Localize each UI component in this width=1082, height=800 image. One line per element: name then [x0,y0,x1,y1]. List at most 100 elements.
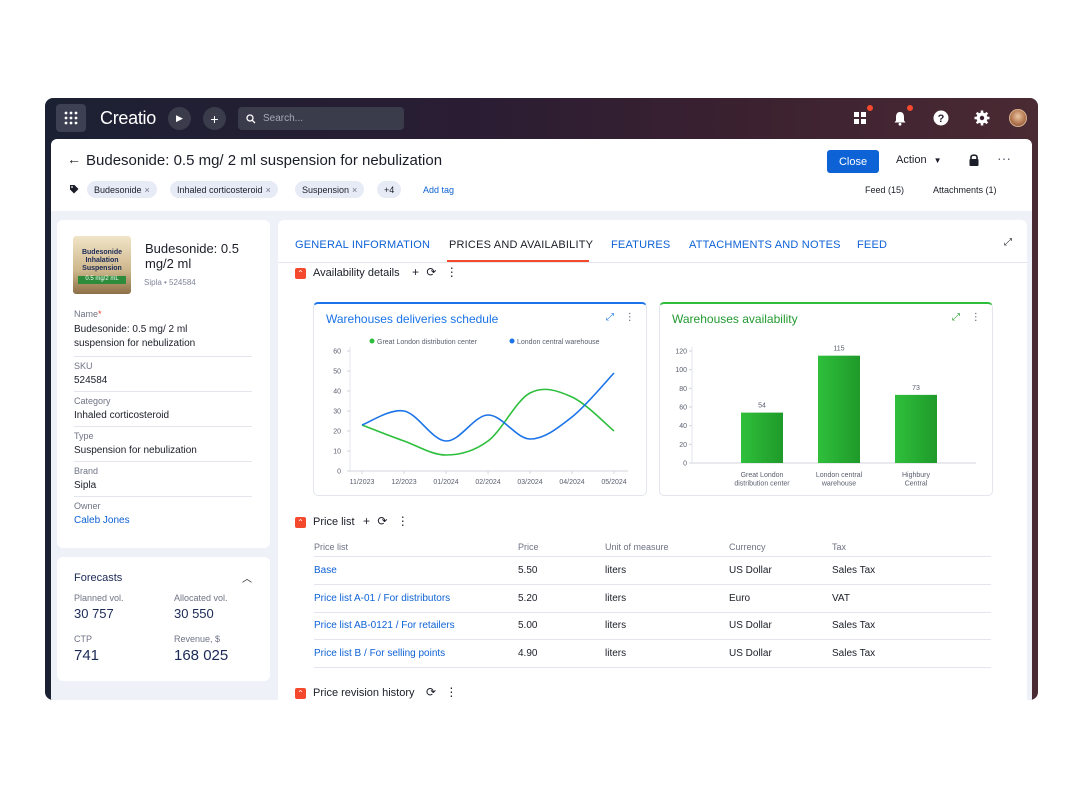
x-tick-label: London central [816,472,863,479]
more-vertical-icon[interactable]: ⋮ [396,514,409,528]
y-tick-label: 50 [333,369,341,376]
remove-tag-icon[interactable]: × [265,184,271,195]
app-menu-button[interactable] [56,104,86,132]
more-vertical-icon[interactable]: ⋮ [445,265,458,279]
run-process-button[interactable]: ▶ [168,107,191,130]
more-tags-chip[interactable]: +4 [377,181,402,198]
tag-label: Inhaled corticosteroid [177,184,263,195]
lock-icon[interactable] [968,153,980,167]
price-list-link[interactable]: Price list A-01 / For distributors [314,592,451,604]
user-avatar[interactable] [1009,109,1027,127]
more-options-button[interactable]: ··· [997,150,1011,166]
price-list-link[interactable]: Base [314,565,337,576]
collapse-icon[interactable]: ⌃ [295,688,306,699]
add-icon[interactable]: + [363,514,371,528]
y-tick-label: 80 [679,386,687,393]
product-card: Budesonide Inhalation Suspension 0.5 mg/… [57,220,270,548]
more-vertical-icon[interactable]: ⋮ [445,685,458,699]
allocated-value: 30 550 [174,606,214,621]
refresh-icon[interactable]: ⟳ [377,514,388,528]
tab-feed[interactable]: FEED [857,239,888,251]
field-value-name[interactable]: Budesonide: 0.5 mg/ 2 ml suspension for … [74,324,196,349]
column-header[interactable]: Currency [729,542,766,552]
field-value-category[interactable]: Inhaled corticosteroid [74,410,170,421]
expand-icon[interactable]: ⤢ [1004,237,1012,248]
action-label: Action [896,154,927,166]
tag-chip[interactable]: Suspension × [295,181,365,198]
add-icon[interactable]: + [412,265,420,279]
field-label-brand: Brand [74,466,99,476]
remove-tag-icon[interactable]: × [352,184,358,195]
apps-button[interactable] [851,109,869,127]
collapse-icon[interactable]: ⌃ [295,268,306,279]
field-value-type[interactable]: Suspension for nebulization [74,445,197,456]
remove-tag-icon[interactable]: × [144,184,150,195]
tag-chip[interactable]: Inhaled corticosteroid × [170,181,278,198]
play-icon: ▶ [176,113,183,123]
field-label-type: Type [74,431,94,441]
series-line [361,388,615,456]
x-tick-label: 03/2024 [517,479,542,486]
more-vertical-icon[interactable]: ⋮ [624,312,635,323]
chevron-up-icon[interactable]: ︿ [242,574,252,585]
tab-prices-and-availability[interactable]: PRICES AND AVAILABILITY [449,239,594,251]
app-logo: Creatio [100,108,156,128]
table-row-divider [314,639,991,641]
expand-icon[interactable]: ⤢ [606,312,614,323]
column-header[interactable]: Price [518,542,539,552]
close-button[interactable]: Close [827,150,879,173]
y-tick-label: 20 [333,429,341,436]
field-value-sku[interactable]: 524584 [74,375,108,386]
y-tick-label: 40 [333,389,341,396]
back-button[interactable]: ← [67,151,81,167]
page-body: Budesonide Inhalation Suspension 0.5 mg/… [51,211,1032,700]
tag-icon [70,185,79,194]
bar-value-label: 115 [833,346,844,353]
search-input[interactable]: Search... [238,107,404,130]
column-header[interactable]: Tax [832,542,847,552]
tag-label: Suspension [302,184,350,195]
app-window: Creatio ▶ + Search... [45,98,1038,700]
attachments-link[interactable]: Attachments (1) [933,185,997,195]
tab-attachments-and-notes[interactable]: ATTACHMENTS AND NOTES [689,239,841,251]
tab-features[interactable]: FEATURES [611,239,671,251]
chart-title: Warehouses availability [672,312,798,326]
x-tick-label: Highbury [902,472,931,479]
price-list-link[interactable]: Price list AB-0121 / For retailers [314,620,455,632]
price-list-section-title: Price list [313,516,355,528]
bar [741,412,783,463]
refresh-icon[interactable]: ⟳ [426,685,437,699]
table-cell: 5.20 [518,592,538,604]
create-button[interactable]: + [203,107,226,130]
more-vertical-icon[interactable]: ⋮ [970,312,981,323]
action-dropdown[interactable]: Action ▼ [896,154,942,166]
column-header[interactable]: Price list [314,542,349,552]
legend-marker [369,338,375,344]
settings-button[interactable] [973,109,991,127]
price-list-link[interactable]: Price list B / For selling points [314,647,446,659]
expand-icon[interactable]: ⤢ [952,312,960,323]
notifications-button[interactable] [891,109,909,127]
legend-label: Great London distribution center [377,339,478,346]
y-tick-label: 40 [679,423,687,430]
chart-tools: ⤢ ⋮ [952,312,981,323]
tab-general-information[interactable]: GENERAL INFORMATION [295,239,431,251]
table-cell: 5.00 [518,620,538,632]
gear-icon [974,110,990,126]
refresh-icon[interactable]: ⟳ [426,265,437,279]
bar-value-label: 54 [758,403,766,410]
help-icon: ? [933,110,949,126]
tag-chip[interactable]: Budesonide × [87,181,157,198]
record-header: ← Budesonide: 0.5 mg/ 2 ml suspension fo… [51,139,1032,211]
add-tag-link[interactable]: Add tag [423,185,455,195]
table-cell: Sales Tax [832,647,876,659]
owner-link[interactable]: Caleb Jones [74,515,130,526]
column-header[interactable]: Unit of measure [605,542,669,552]
field-value-brand[interactable]: Sipla [74,480,97,491]
x-tick-label: 04/2024 [559,479,584,486]
bar-chart: 0 20 40 60 80 100 120 54 Great London distributio… [675,346,976,488]
collapse-icon[interactable]: ⌃ [295,517,306,528]
feed-link[interactable]: Feed (15) [865,185,905,195]
help-button[interactable]: ? [932,109,950,127]
caret-down-icon: ▼ [933,156,942,165]
